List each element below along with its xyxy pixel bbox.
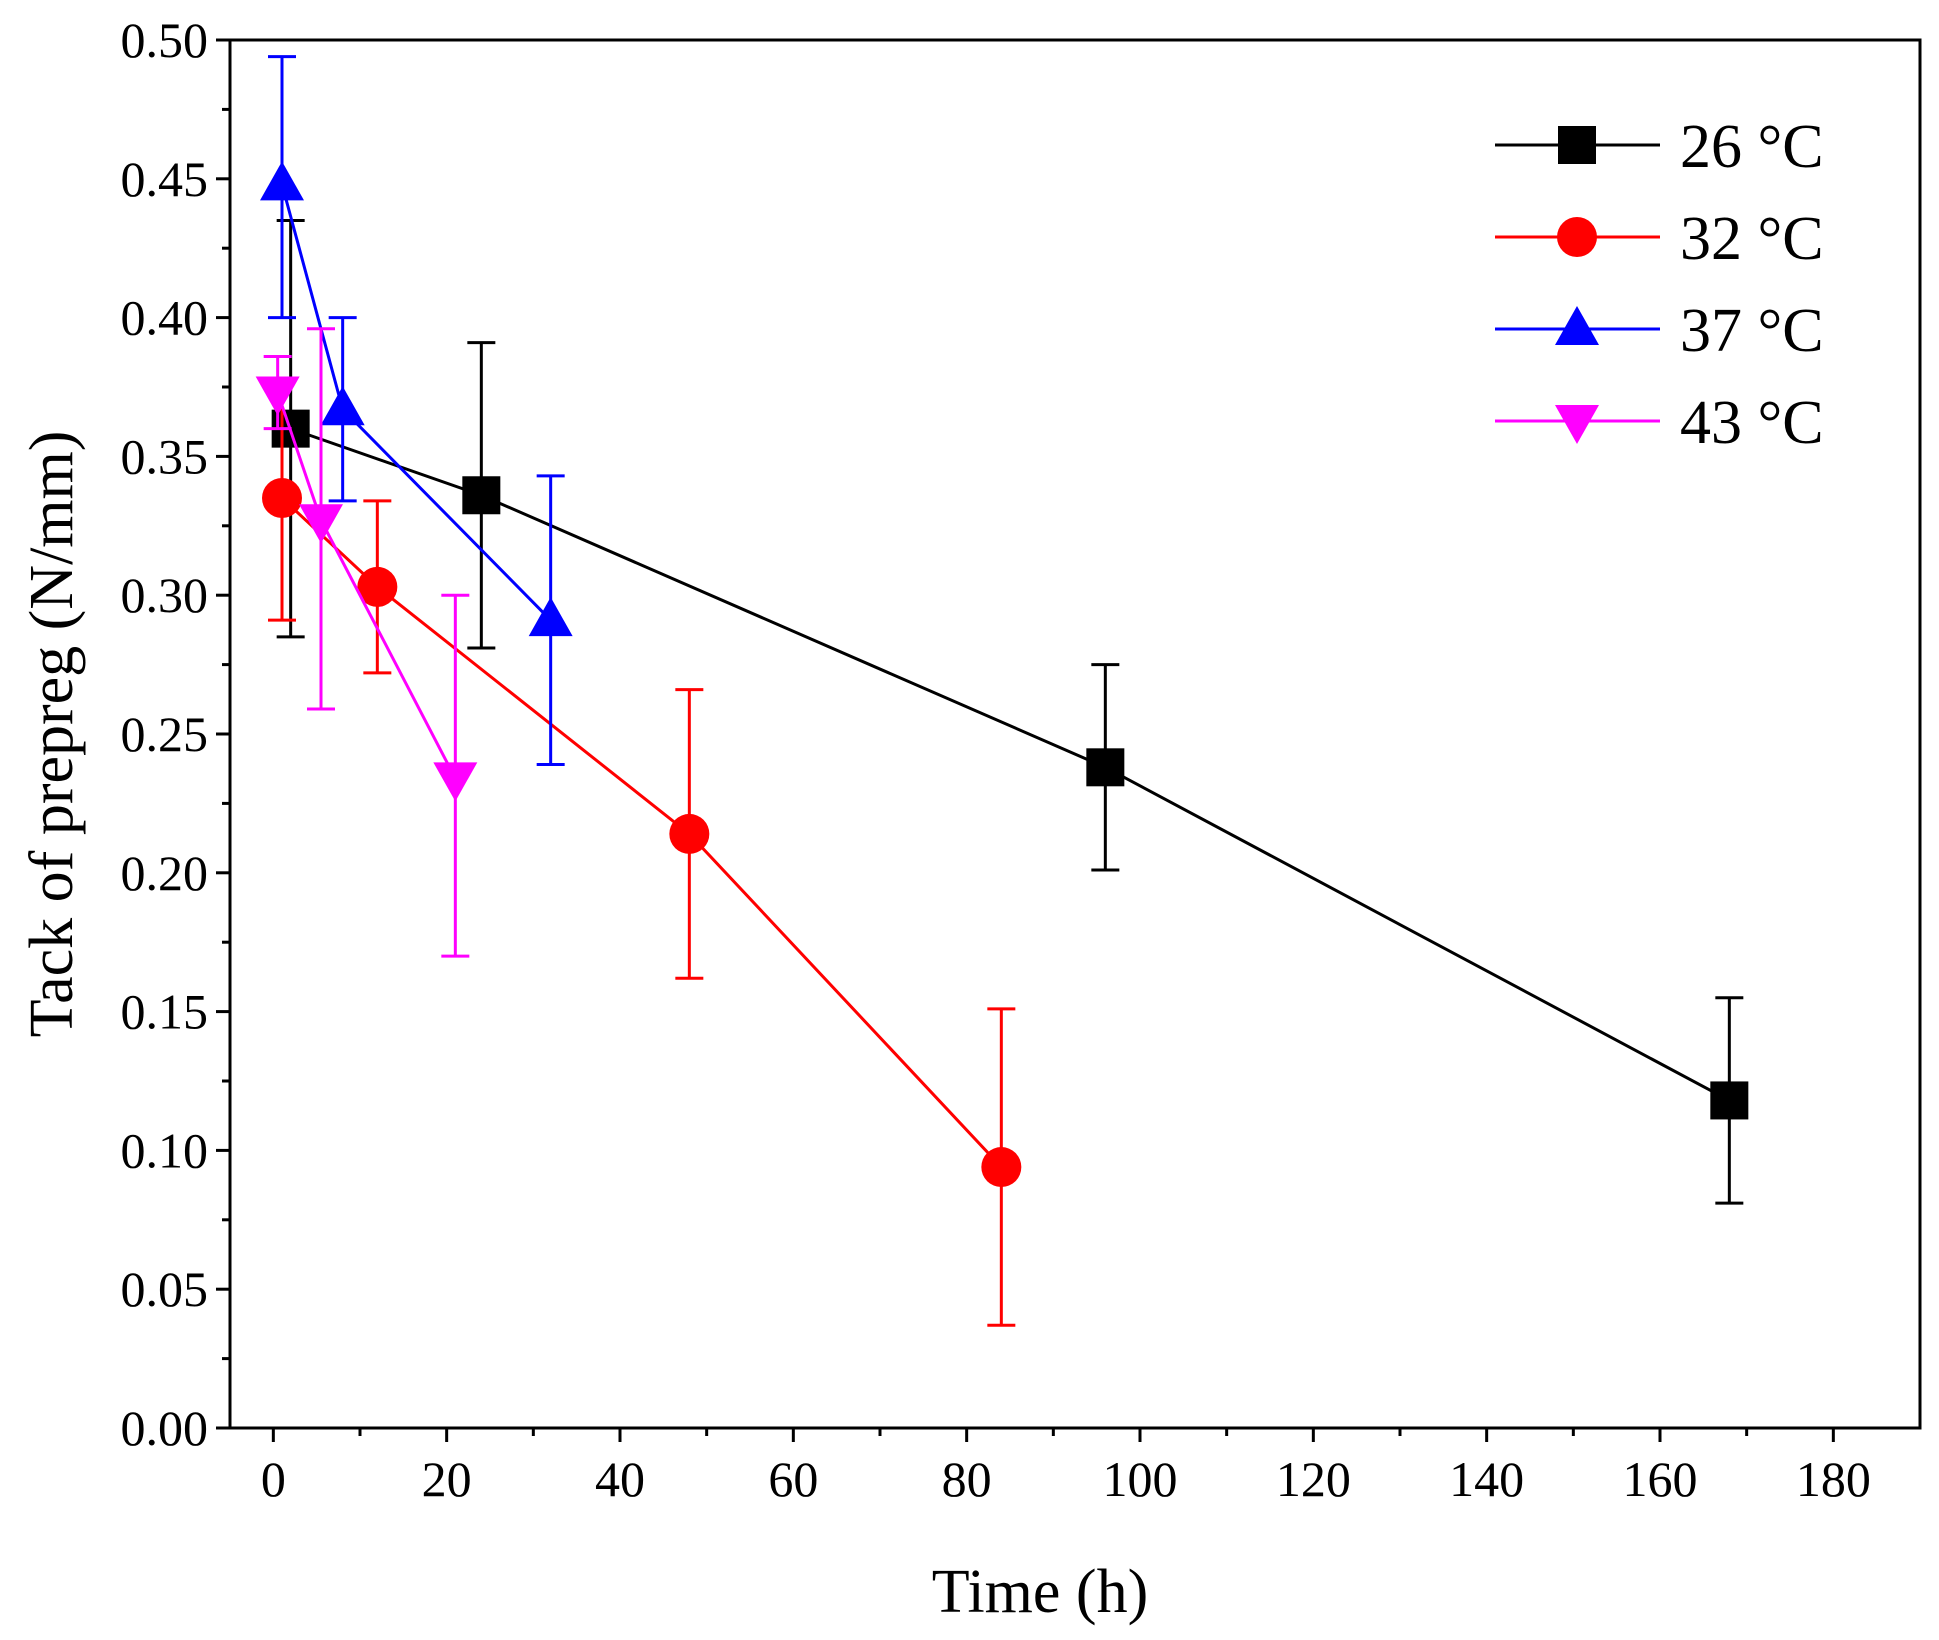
legend-marker xyxy=(1558,126,1596,164)
data-point xyxy=(255,376,300,416)
legend-label: 37 °C xyxy=(1680,297,1824,365)
data-point xyxy=(262,478,302,519)
x-tick-labels: 0 20 40 60 80 100 120 140 160 180 xyxy=(261,1451,1871,1507)
y-tick-label: 0.25 xyxy=(121,706,209,762)
y-tick-label: 0.30 xyxy=(121,567,209,623)
x-tick-label: 40 xyxy=(595,1451,645,1507)
y-tick-label: 0.45 xyxy=(121,151,209,207)
data-point xyxy=(260,161,304,201)
x-tick-label: 100 xyxy=(1103,1451,1178,1507)
x-tick-label: 160 xyxy=(1623,1451,1698,1507)
legend-marker xyxy=(1555,306,1599,345)
legend: 26 °C 32 °C 37 °C 43 °C xyxy=(1495,113,1824,457)
x-axis-title: Time (h) xyxy=(932,1558,1148,1626)
x-tick-label: 180 xyxy=(1796,1451,1871,1507)
y-tick-label: 0.05 xyxy=(121,1261,209,1317)
x-tick-label: 120 xyxy=(1276,1451,1351,1507)
data-point xyxy=(299,504,343,544)
data-point xyxy=(669,813,710,854)
x-tick-label: 20 xyxy=(422,1451,472,1507)
x-tick-label: 140 xyxy=(1449,1451,1524,1507)
data-point xyxy=(357,566,398,607)
data-point xyxy=(1710,1081,1749,1120)
y-tick-label: 0.50 xyxy=(121,12,209,68)
y-tick-label: 0.40 xyxy=(121,290,209,346)
series-line xyxy=(280,496,1003,1169)
legend-marker xyxy=(1555,405,1599,444)
data-point xyxy=(462,476,501,515)
legend-marker xyxy=(1557,217,1597,257)
y-axis-title: Tack of prepreg (N/mm) xyxy=(18,431,86,1038)
legend-label: 32 °C xyxy=(1680,205,1824,273)
x-tick-label: 80 xyxy=(942,1451,992,1507)
y-tick-label: 0.20 xyxy=(121,845,209,901)
legend-entry: 26 °C xyxy=(1495,113,1824,181)
series xyxy=(260,55,573,767)
y-tick-label: 0.35 xyxy=(121,428,209,484)
series xyxy=(271,218,1749,1205)
x-tick-label: 60 xyxy=(768,1451,818,1507)
series-line xyxy=(290,427,1731,1102)
y-tick-label: 0.00 xyxy=(121,1400,209,1456)
plot-frame xyxy=(228,38,1922,1430)
series xyxy=(262,377,1022,1327)
data-point xyxy=(528,597,573,637)
data-point xyxy=(320,386,365,426)
y-tick-labels: 0.00 0.05 0.10 0.15 0.20 0.25 0.30 0.35 0.40 0.45… xyxy=(121,12,209,1456)
legend-label: 26 °C xyxy=(1680,113,1824,181)
legend-entry: 37 °C xyxy=(1495,297,1824,365)
data-point xyxy=(1086,748,1125,787)
legend-entry: 32 °C xyxy=(1495,205,1824,273)
data-point xyxy=(981,1147,1022,1188)
legend-label: 43 °C xyxy=(1680,389,1824,457)
x-tick-label: 0 xyxy=(261,1451,286,1507)
plot-series xyxy=(255,55,1749,1327)
series xyxy=(255,327,478,958)
data-point xyxy=(433,762,478,802)
legend-entry: 43 °C xyxy=(1495,389,1824,457)
y-tick-label: 0.15 xyxy=(121,984,209,1040)
y-tick-label: 0.10 xyxy=(121,1122,209,1178)
